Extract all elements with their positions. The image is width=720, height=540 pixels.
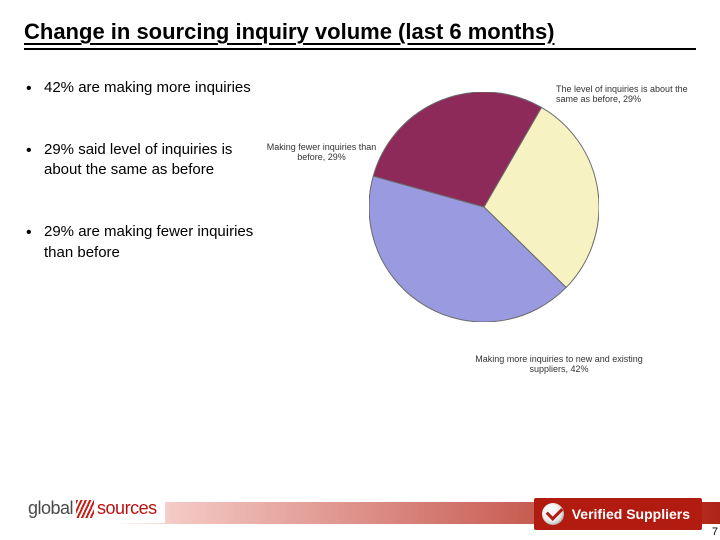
globalsources-logo: global sources xyxy=(28,494,165,523)
logo-text-right: sources xyxy=(97,498,157,519)
bullet-item: 42% are making more inquiries xyxy=(24,78,259,98)
bullet-list: 42% are making more inquiries 29% said l… xyxy=(24,72,259,305)
slide-title: Change in sourcing inquiry volume (last … xyxy=(24,18,696,50)
slide: Change in sourcing inquiry volume (last … xyxy=(0,0,720,540)
pie-svg xyxy=(369,92,599,322)
checkmark-icon xyxy=(542,503,564,525)
pie-wrap xyxy=(369,92,599,322)
logo-text-left: global xyxy=(28,498,73,519)
footer: global sources Verified Suppliers xyxy=(0,494,720,536)
verified-suppliers-badge: Verified Suppliers xyxy=(534,498,702,530)
badge-label: Verified Suppliers xyxy=(572,506,690,522)
page-number: 7 xyxy=(712,526,718,538)
logo-slashes-icon xyxy=(76,500,94,518)
bullet-item: 29% said level of inquiries is about the… xyxy=(24,140,259,181)
bullet-item: 29% are making fewer inquiries than befo… xyxy=(24,222,259,263)
pie-label-fewer: Making fewer inquiries than before, 29% xyxy=(259,142,384,164)
pie-label-more: Making more inquiries to new and existin… xyxy=(474,354,644,376)
pie-chart: Making fewer inquiries than before, 29% … xyxy=(259,72,696,392)
body-row: 42% are making more inquiries 29% said l… xyxy=(24,72,696,392)
